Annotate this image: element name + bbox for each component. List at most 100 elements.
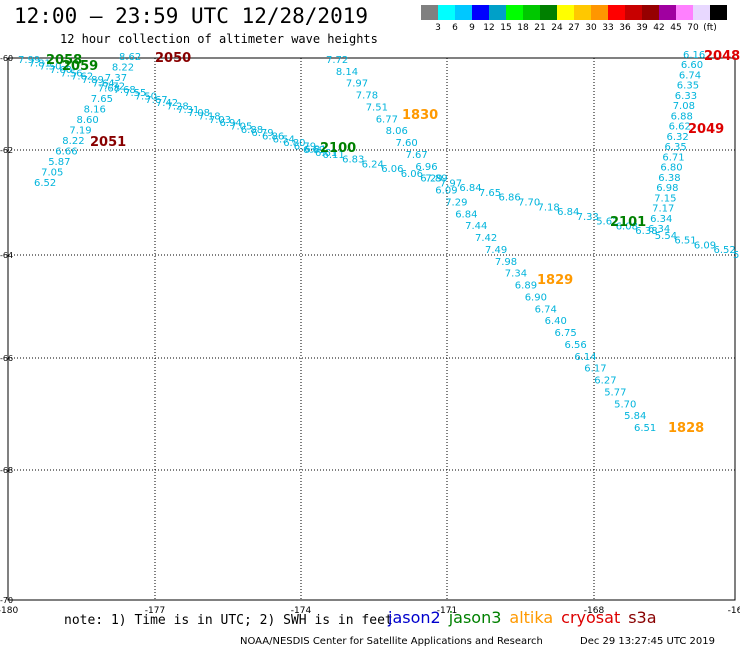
wave-height-label: 6.84 <box>557 207 579 218</box>
legend-tick: 12 <box>483 23 495 33</box>
wave-height-label: 7.81 <box>29 58 51 69</box>
legend-swatch <box>659 5 676 20</box>
wave-height-label: 6.32 <box>667 132 689 143</box>
wave-height-label: 6.34 <box>650 214 672 225</box>
wave-height-label: 8.14 <box>336 67 358 78</box>
wave-height-label: 6.56 <box>565 340 587 351</box>
wave-height-label: 6.94 <box>220 118 242 129</box>
wave-height-label: 6.98 <box>656 183 678 194</box>
legend-tick: 42 <box>653 23 665 33</box>
wave-height-label: 7.64 <box>92 78 114 89</box>
wave-height-label: 7.99 <box>18 55 40 66</box>
wave-height-label: 7.65 <box>91 94 113 105</box>
satellite-s3a: s3a <box>628 608 657 627</box>
wave-height-label: 6.61 <box>315 148 337 159</box>
wave-height-label: 7.19 <box>69 126 91 137</box>
track-jason3-2058: 7.997.817.507.607.567.627.897.647.727.68… <box>18 53 337 159</box>
wave-height-label: 6.35 <box>665 142 687 153</box>
wave-height-label: 6.74 <box>535 304 557 315</box>
wave-height-label: 6.81 <box>304 145 326 156</box>
wave-height-label: 7.72 <box>326 55 348 66</box>
wave-height-label: 7.17 <box>652 204 674 215</box>
wave-height-label: 5.70 <box>614 399 636 410</box>
legend-tick: 36 <box>619 23 631 33</box>
track-s3a-2051: 2051 <box>90 135 126 150</box>
pass-time-label: 2101 <box>610 215 646 230</box>
wave-height-label: 6.09 <box>694 241 716 252</box>
wave-height-label: 6.16 <box>683 50 705 61</box>
pass-time-label: 2048 <box>704 49 740 64</box>
y-tick-label: -70 <box>0 596 13 605</box>
wave-height-label: 7.65 <box>479 188 501 199</box>
wave-height-label: 7.49 <box>485 245 507 256</box>
wave-height-label: 7.89 <box>82 75 104 86</box>
wave-height-label: 7.33 <box>577 212 599 223</box>
track-cryosat-2049: 2049 <box>688 122 724 137</box>
wave-height-label: 6.51 <box>634 423 656 434</box>
wave-height-label: 6.88 <box>241 125 263 136</box>
legend-tick: 18 <box>517 23 529 33</box>
wave-height-label: 6.74 <box>679 71 701 82</box>
wave-height-label: 7.08 <box>188 108 210 119</box>
wave-height-label: 5.8 <box>733 250 740 261</box>
map-frame <box>7 57 736 601</box>
wave-height-label: 6.24 <box>362 159 384 170</box>
wave-height-label: 6.80 <box>283 138 305 149</box>
wave-height-label: 7.60 <box>50 65 72 76</box>
wave-height-label: 6.84 <box>455 209 477 220</box>
wave-height-label: 7.60 <box>396 138 418 149</box>
wave-height-label: 6.89 <box>515 281 537 292</box>
wave-height-label: 7.70 <box>518 198 540 209</box>
wave-height-label: 6.69 <box>303 145 325 156</box>
y-tick-label: -60 <box>0 54 13 63</box>
wave-height-label: 7.05 <box>41 168 63 179</box>
wave-height-label: 7.42 <box>156 98 178 109</box>
track-s3a-2050: 8.628.227.377.687.658.168.607.198.226.66… <box>34 51 191 189</box>
wave-height-label: 7.15 <box>654 193 676 204</box>
wave-height-label: 6.09 <box>435 186 457 197</box>
legend-tick: (ft) <box>703 23 717 33</box>
satellite-altika: altika <box>509 608 554 627</box>
legend-swatch <box>540 5 557 20</box>
wave-height-label: 8.22 <box>112 63 134 74</box>
track-jason3-2059: 2059 <box>62 59 98 74</box>
legend-tick: 15 <box>500 23 512 33</box>
legend-swatch <box>523 5 540 20</box>
legend-tick: 45 <box>670 23 682 33</box>
wave-height-label: 7.18 <box>538 202 560 213</box>
legend-swatch <box>693 5 710 20</box>
wave-height-label: 7.31 <box>177 105 199 116</box>
wave-height-label: 7.03 <box>209 115 231 126</box>
satellite-cryosat: cryosat <box>561 608 621 627</box>
legend-swatch <box>506 5 523 20</box>
wave-height-label: 7.05 <box>230 121 252 132</box>
satellite-jason3: jason3 <box>448 608 502 627</box>
track-altika-1828: 1828 <box>668 421 704 436</box>
legend-swatch <box>557 5 574 20</box>
legend-tick: 30 <box>585 23 597 33</box>
wave-height-label: 6.79 <box>251 128 273 139</box>
wave-height-label: 8.16 <box>84 105 106 116</box>
wave-height-label: 6.34 <box>648 224 670 235</box>
x-tick-label: -177 <box>145 606 165 616</box>
wave-height-label: 6.77 <box>376 114 398 125</box>
wave-height-label: 7.67 <box>406 150 428 161</box>
wave-height-label: 7.18 <box>198 112 220 123</box>
legend-tick: 27 <box>568 23 580 33</box>
legend-swatch <box>625 5 642 20</box>
legend-swatch <box>591 5 608 20</box>
wave-height-label: 7.97 <box>346 79 368 90</box>
page-title: 12:00 — 23:59 UTC 12/28/2019 <box>14 4 369 28</box>
track-labels: 6.166.606.746.356.337.086.886.626.326.35… <box>18 49 740 436</box>
x-tick-label: -16 <box>728 606 740 616</box>
wave-height-label: 5.77 <box>604 387 626 398</box>
wave-height-label: 6.52 <box>714 245 736 256</box>
wave-height-label: 7.51 <box>366 103 388 114</box>
wave-height-label: 6.84 <box>459 183 481 194</box>
legend-swatch <box>710 5 727 20</box>
wave-height-label: 6.11 <box>323 150 345 161</box>
wave-height-label: 8.60 <box>77 115 99 126</box>
pass-time-label: 2050 <box>155 51 191 66</box>
wave-height-label: 5.62 <box>596 217 618 228</box>
page-subtitle: 12 hour collection of altimeter wave hei… <box>60 32 378 46</box>
